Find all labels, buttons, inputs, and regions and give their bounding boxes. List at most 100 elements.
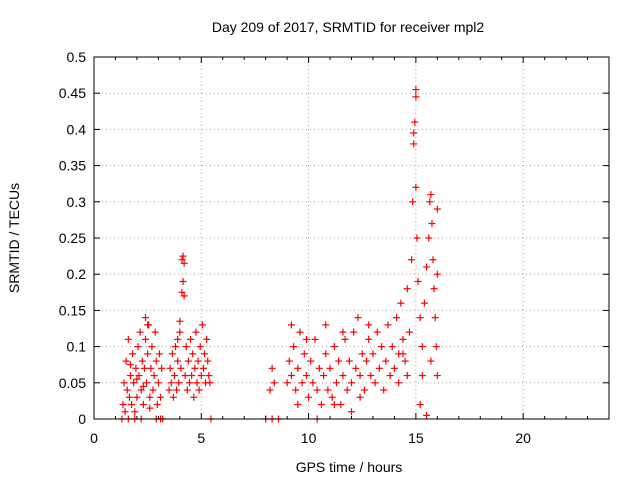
data-point (197, 372, 205, 380)
data-point (408, 256, 416, 264)
data-point (302, 372, 310, 380)
data-point (158, 364, 166, 372)
data-point (356, 393, 364, 401)
data-point (157, 393, 165, 401)
data-point (418, 372, 426, 380)
data-point (167, 379, 175, 387)
y-tick-label: 0.4 (67, 121, 87, 137)
data-point (179, 252, 187, 260)
data-point (124, 335, 132, 343)
data-point (413, 234, 421, 242)
x-tick-label: 15 (408, 430, 424, 446)
data-point (144, 321, 152, 329)
data-point (433, 372, 441, 380)
data-point (148, 343, 156, 351)
data-point (300, 350, 308, 358)
data-point (433, 205, 441, 213)
data-point (322, 350, 330, 358)
data-point (324, 386, 332, 394)
data-point (330, 401, 338, 409)
data-point (429, 256, 437, 264)
data-point (423, 263, 431, 271)
data-point (401, 357, 409, 365)
data-point (320, 372, 328, 380)
y-tick-label: 0.15 (59, 302, 86, 318)
y-tick-label: 0.05 (59, 375, 86, 391)
y-tick-label: 0.5 (67, 49, 87, 65)
data-point (352, 364, 360, 372)
data-point (155, 350, 163, 358)
data-point (411, 118, 419, 126)
data-point (134, 343, 142, 351)
data-point (138, 357, 146, 365)
data-point (384, 321, 392, 329)
data-point (181, 372, 189, 380)
data-point (380, 386, 388, 394)
data-point (427, 357, 435, 365)
data-point (313, 386, 321, 394)
data-point (350, 328, 358, 336)
data-point (203, 335, 211, 343)
data-point (386, 372, 394, 380)
data-point (315, 364, 323, 372)
data-point (166, 364, 174, 372)
y-tick-label: 0.2 (67, 266, 87, 282)
data-point (348, 408, 355, 416)
data-point (136, 328, 144, 336)
data-point (142, 314, 149, 322)
data-point (418, 343, 426, 351)
data-point (430, 285, 438, 293)
data-point (378, 343, 386, 351)
data-point (193, 379, 201, 387)
data-point (423, 411, 431, 419)
data-point (390, 364, 398, 372)
data-point (410, 129, 418, 137)
data-point (431, 314, 439, 322)
data-point (146, 393, 154, 401)
data-point (287, 321, 295, 329)
data-point (358, 350, 366, 358)
data-point (126, 361, 134, 369)
data-point (426, 198, 434, 206)
data-point (191, 364, 199, 372)
data-point (198, 321, 206, 329)
data-point (139, 401, 147, 409)
data-point (298, 379, 306, 387)
data-point (132, 364, 140, 372)
data-point (147, 364, 155, 372)
data-point (432, 343, 440, 351)
data-point (176, 328, 184, 336)
data-point (335, 357, 343, 365)
data-point (367, 372, 375, 380)
data-point (139, 382, 147, 390)
data-point (126, 372, 134, 380)
y-tick-label: 0.1 (67, 339, 87, 355)
data-point (169, 393, 177, 401)
data-point (427, 191, 435, 199)
plot-frame (93, 56, 610, 420)
data-point (144, 350, 152, 358)
data-point (292, 386, 300, 394)
data-point (345, 357, 353, 365)
data-point (176, 317, 184, 325)
x-tick-label: 5 (197, 430, 205, 446)
data-point (294, 364, 302, 372)
data-point (146, 404, 154, 412)
data-point (317, 401, 325, 409)
data-point (302, 335, 310, 343)
data-point (341, 335, 349, 343)
data-point (194, 357, 202, 365)
data-point (177, 364, 185, 372)
y-tick-label: 0.35 (59, 158, 86, 174)
data-point (129, 350, 137, 358)
data-point (174, 335, 182, 343)
data-point (266, 386, 274, 394)
data-point (173, 386, 181, 394)
data-point (339, 372, 347, 380)
data-point (185, 379, 193, 387)
data-point (188, 372, 196, 380)
data-point (425, 234, 433, 242)
data-point (133, 393, 141, 401)
data-point (337, 401, 345, 409)
data-point (412, 183, 420, 191)
